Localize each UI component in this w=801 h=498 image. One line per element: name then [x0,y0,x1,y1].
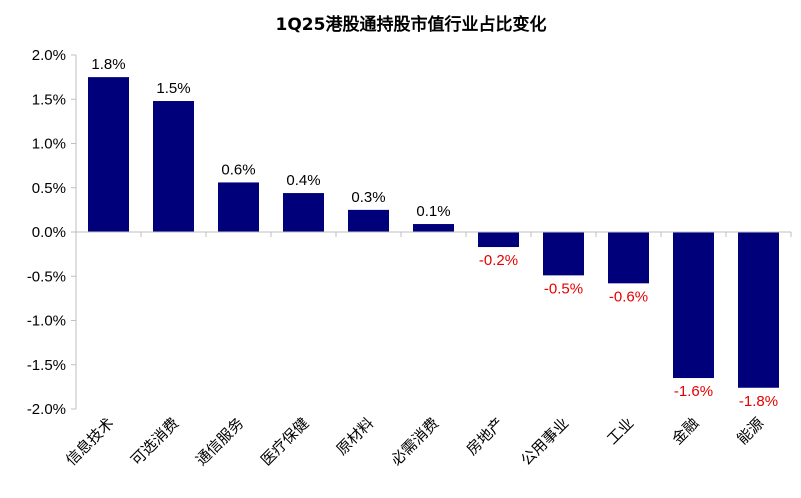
x-tick-label: 原材料 [333,414,378,459]
x-tick-label: 通信服务 [192,414,247,469]
x-tick-label: 房地产 [463,414,508,459]
x-tick-label: 能源 [733,414,767,448]
x-tick-label: 金融 [668,414,702,448]
data-label: 0.3% [351,189,385,206]
bar [153,101,194,233]
category-labels: 信息技术 可选消费 通信服务 医疗保健 原材料 必需消费 房地产 公用事业 工业 金融 能源 [62,414,767,469]
bar [88,77,129,232]
x-tick-label: 医疗保健 [257,414,312,469]
data-labels: 1.8% 1.5% 0.6% 0.4% 0.3% 0.1% -0.2% -0.5% -0.6% -… [91,56,778,410]
x-axis [75,231,792,237]
x-tick-label: 必需消费 [387,414,442,469]
data-label: -1.8% [739,393,778,410]
y-tick-label: -2.0% [27,401,66,418]
data-label: 1.5% [156,80,190,97]
bar [738,232,779,388]
x-tick-label: 公用事业 [517,414,572,469]
bar [608,232,649,284]
data-label: -1.6% [674,383,713,400]
chart-title: 1Q25港股通持股市值行业占比变化 [276,14,547,35]
data-label: 1.8% [91,56,125,73]
bar [543,232,584,276]
y-tick-label: -0.5% [27,268,66,285]
y-axis: 2.0% 1.5% 1.0% 0.5% 0.0% -0.5% -1.0% -1.5% -2.0% [27,47,77,418]
data-label: 0.1% [416,203,450,220]
y-tick-label: 1.0% [32,136,66,153]
data-label: -0.2% [479,252,518,269]
bar [478,232,519,248]
x-tick-label: 信息技术 [62,414,117,469]
bars [88,77,779,388]
data-label: -0.6% [609,288,648,305]
bar [283,193,324,232]
data-label: 0.4% [286,172,320,189]
data-label: -0.5% [544,280,583,297]
y-tick-label: -1.5% [27,357,66,374]
bar [413,224,454,232]
bar [218,182,259,232]
y-tick-label: 1.5% [32,91,66,108]
data-label: 0.6% [221,161,255,178]
bar [348,209,389,232]
y-tick-label: -1.0% [27,313,66,330]
x-tick-label: 可选消费 [127,414,182,469]
x-tick-label: 工业 [603,414,637,448]
y-tick-label: 0.0% [32,224,66,241]
y-tick-label: 2.0% [32,47,66,64]
bar [673,232,714,379]
y-tick-label: 0.5% [32,180,66,197]
